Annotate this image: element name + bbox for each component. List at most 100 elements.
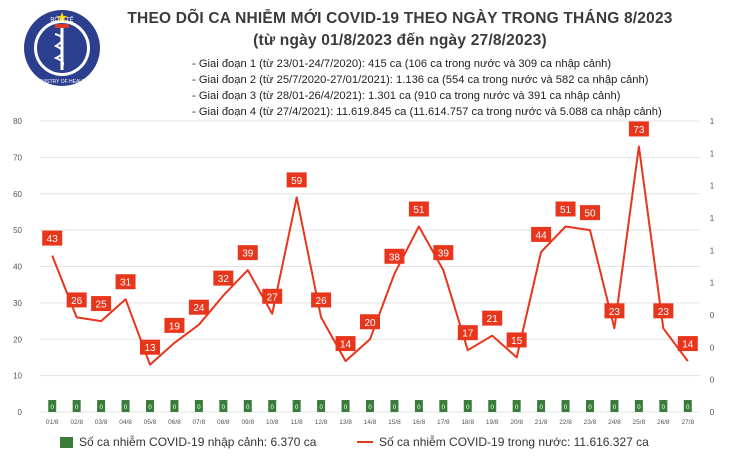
bar-imported xyxy=(121,400,130,412)
x-tick-label: 25/8 xyxy=(633,419,646,426)
legend-imported: Số ca nhiễm COVID-19 nhập cảnh: 6.370 ca xyxy=(60,435,316,449)
data-label: 51 xyxy=(413,205,425,216)
bar-value-label: 0 xyxy=(564,405,568,411)
bar-imported xyxy=(219,400,228,412)
data-label-box xyxy=(66,292,87,308)
x-tick-label: 05/8 xyxy=(144,419,157,426)
logo-text-top: BỘ Y TẾ xyxy=(50,17,73,24)
y2-tick-label: 0 xyxy=(710,408,715,417)
data-label-box xyxy=(531,226,552,242)
x-tick-label: 22/8 xyxy=(559,419,572,426)
x-tick-label: 08/8 xyxy=(217,419,230,426)
data-label-box xyxy=(433,245,454,261)
x-tick-label: 04/8 xyxy=(119,419,132,426)
chart-subtitle: (từ ngày 01/8/2023 đến ngày 27/8/2023) xyxy=(253,32,547,49)
bar-imported xyxy=(414,400,423,412)
data-label-box xyxy=(580,205,600,221)
x-tick-label: 21/8 xyxy=(535,419,548,426)
bar-value-label: 0 xyxy=(148,405,152,411)
bar-value-label: 0 xyxy=(466,405,470,411)
bar-value-label: 0 xyxy=(588,405,592,411)
data-label: 14 xyxy=(682,340,694,351)
data-label: 44 xyxy=(536,230,548,241)
data-label: 51 xyxy=(560,205,572,216)
bar-value-label: 0 xyxy=(197,405,201,411)
x-tick-label: 16/8 xyxy=(413,419,426,426)
bar-imported xyxy=(561,400,570,412)
bar-value-label: 0 xyxy=(442,405,446,411)
bar-imported xyxy=(72,400,81,412)
data-label: 19 xyxy=(169,321,181,332)
bar-imported xyxy=(488,400,497,412)
bar-imported xyxy=(97,400,106,412)
y-tick-label: 80 xyxy=(13,117,22,126)
data-label: 27 xyxy=(267,292,279,303)
bar-imported xyxy=(439,400,448,412)
y-tick-label: 10 xyxy=(13,372,22,381)
data-label: 43 xyxy=(47,234,59,245)
period-note-4: - Giai đoạn 4 (từ 27/4/2021): 11.619.845… xyxy=(192,106,662,118)
x-tick-label: 20/8 xyxy=(510,419,523,426)
data-label-box xyxy=(457,325,478,341)
period-notes: - Giai đoạn 1 (từ 23/01-24/7/2020): 415 … xyxy=(192,56,662,120)
bar-imported xyxy=(512,400,521,412)
x-tick-label: 19/8 xyxy=(486,419,499,426)
y-tick-label: 30 xyxy=(13,299,22,308)
data-label-box xyxy=(628,121,649,137)
x-tick-label: 18/8 xyxy=(461,419,474,426)
y-tick-label: 70 xyxy=(13,153,22,162)
data-label: 21 xyxy=(487,314,499,325)
data-label-box xyxy=(506,332,527,348)
bar-value-label: 0 xyxy=(417,405,421,411)
data-label: 23 xyxy=(609,307,621,318)
data-label-box xyxy=(91,296,112,312)
bar-value-label: 0 xyxy=(319,405,323,411)
bar-value-label: 0 xyxy=(491,405,495,411)
y-tick-label: 40 xyxy=(13,263,22,272)
data-label: 39 xyxy=(438,249,450,260)
bar-value-label: 0 xyxy=(271,405,275,411)
data-label: 26 xyxy=(71,296,83,307)
bar-value-label: 0 xyxy=(515,405,519,411)
bar-imported xyxy=(317,400,326,412)
y2-tick-label: 0 xyxy=(710,376,715,385)
data-label-box xyxy=(164,317,185,333)
bar-imported xyxy=(341,400,350,412)
legend-domestic: Số ca nhiễm COVID-19 trong nước: 11.616.… xyxy=(357,435,649,449)
bar-imported xyxy=(146,400,154,412)
x-tick-label: 23/8 xyxy=(584,419,597,426)
x-tick-label: 03/8 xyxy=(95,419,108,426)
bar-value-label: 0 xyxy=(393,405,397,411)
data-label: 32 xyxy=(218,274,230,285)
x-tick-label: 14/8 xyxy=(364,419,377,426)
y-tick-label: 20 xyxy=(13,335,22,344)
bar-value-label: 0 xyxy=(662,405,666,411)
data-label-box xyxy=(213,270,234,286)
y2-tick-label: 0 xyxy=(710,311,715,320)
x-tick-label: 15/8 xyxy=(388,419,401,426)
data-label-box xyxy=(482,310,503,326)
data-label: 73 xyxy=(633,125,645,136)
bar-imported xyxy=(194,400,203,412)
legend-imported-label: Số ca nhiễm COVID-19 nhập cảnh: 6.370 ca xyxy=(79,435,317,449)
y2-tick-label: 1 xyxy=(710,214,715,223)
bar-value-label: 0 xyxy=(75,405,79,411)
bar-value-label: 0 xyxy=(173,405,177,411)
bar-value-label: 0 xyxy=(344,405,348,411)
x-tick-label: 17/8 xyxy=(437,419,450,426)
data-label: 31 xyxy=(120,278,132,289)
y2-tick-label: 1 xyxy=(710,117,715,126)
bar-imported xyxy=(243,400,252,412)
bar-imported xyxy=(390,400,399,412)
bar-value-label: 0 xyxy=(246,405,250,411)
y-tick-label: 0 xyxy=(18,408,23,417)
x-tick-label: 09/8 xyxy=(241,419,254,426)
period-note-2: - Giai đoạn 2 (từ 25/7/2020-27/01/2021):… xyxy=(192,74,649,86)
series-line-domestic xyxy=(51,145,689,366)
data-label-box xyxy=(604,303,625,319)
legend-domestic-label: Số ca nhiễm COVID-19 trong nước: 11.616.… xyxy=(379,435,649,449)
data-label-box xyxy=(360,314,380,330)
data-label-box xyxy=(335,336,356,352)
data-label-box xyxy=(555,201,576,217)
y2-tick-label: 0 xyxy=(710,343,715,352)
